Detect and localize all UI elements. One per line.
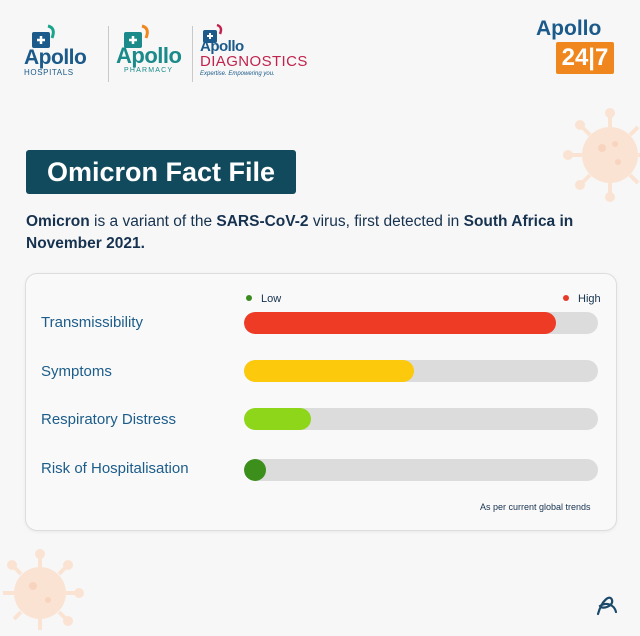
row-label-respiratory-distress: Respiratory Distress (41, 411, 177, 428)
legend-high-dot-icon (563, 295, 569, 302)
row-label-symptoms: Symptoms (41, 363, 112, 380)
row-label-risk-of-hospitalisation: Risk of Hospitalisation (41, 460, 189, 477)
intro-location: South Africa in November 2021. (26, 213, 574, 252)
hospitals-brand: Apollo (24, 46, 87, 69)
level-fill-respiratory-distress (244, 408, 311, 430)
footnote: As per current global trends (480, 502, 591, 512)
apollo-247-brand: Apollo (536, 17, 602, 40)
apollo-pharmacy-logo: Apollo PHARMACY (116, 24, 186, 76)
level-track-respiratory-distress (244, 408, 598, 430)
intro-omicron: Omicron (26, 213, 90, 230)
level-track-risk-of-hospitalisation (244, 459, 598, 481)
legend-high-label: High (578, 293, 601, 305)
virus-icon (3, 549, 84, 630)
row-label-transmissibility: Transmissibility (41, 314, 143, 331)
apollo-247-logo: Apollo 24|7 (536, 18, 616, 74)
legend-low-label: Low (261, 293, 282, 305)
level-track-transmissibility (244, 312, 598, 334)
level-track-symptoms (244, 360, 598, 382)
level-fill-risk-of-hospitalisation (244, 459, 266, 481)
signature-icon (596, 596, 618, 616)
virus-icon (563, 108, 640, 202)
level-fill-symptoms (244, 360, 414, 382)
intro-virus: SARS-CoV-2 (216, 213, 309, 230)
intro-segment: virus, first detected in (308, 213, 464, 230)
diagnostics-name: DIAGNOSTICS (200, 53, 308, 70)
pharmacy-sub: PHARMACY (124, 67, 174, 74)
level-fill-transmissibility (244, 312, 556, 334)
page-title: Omicron Fact File (26, 150, 296, 194)
apollo-247-badge: 24|7 (556, 42, 614, 74)
apollo-hospitals-logo: Apollo HOSPITALS (24, 24, 104, 78)
diagnostics-tagline: Expertise. Empowering you. (200, 71, 275, 77)
pharmacy-brand: Apollo (116, 43, 182, 68)
legend-low: Low (246, 293, 281, 305)
legend-low-dot-icon (246, 295, 252, 302)
legend-high: High (563, 293, 601, 305)
apollo-emblem-icon (124, 24, 149, 48)
logo-divider (192, 26, 193, 82)
intro-segment: is a variant of the (89, 213, 217, 230)
logo-divider (108, 26, 109, 82)
apollo-emblem-icon (203, 24, 223, 43)
intro-text: Omicron is a variant of the SARS-CoV-2 v… (26, 211, 626, 255)
hospitals-sub: HOSPITALS (24, 68, 74, 77)
apollo-emblem-icon (32, 24, 55, 48)
apollo-diagnostics-logo: Apollo DIAGNOSTICS Expertise. Empowering… (200, 24, 310, 78)
